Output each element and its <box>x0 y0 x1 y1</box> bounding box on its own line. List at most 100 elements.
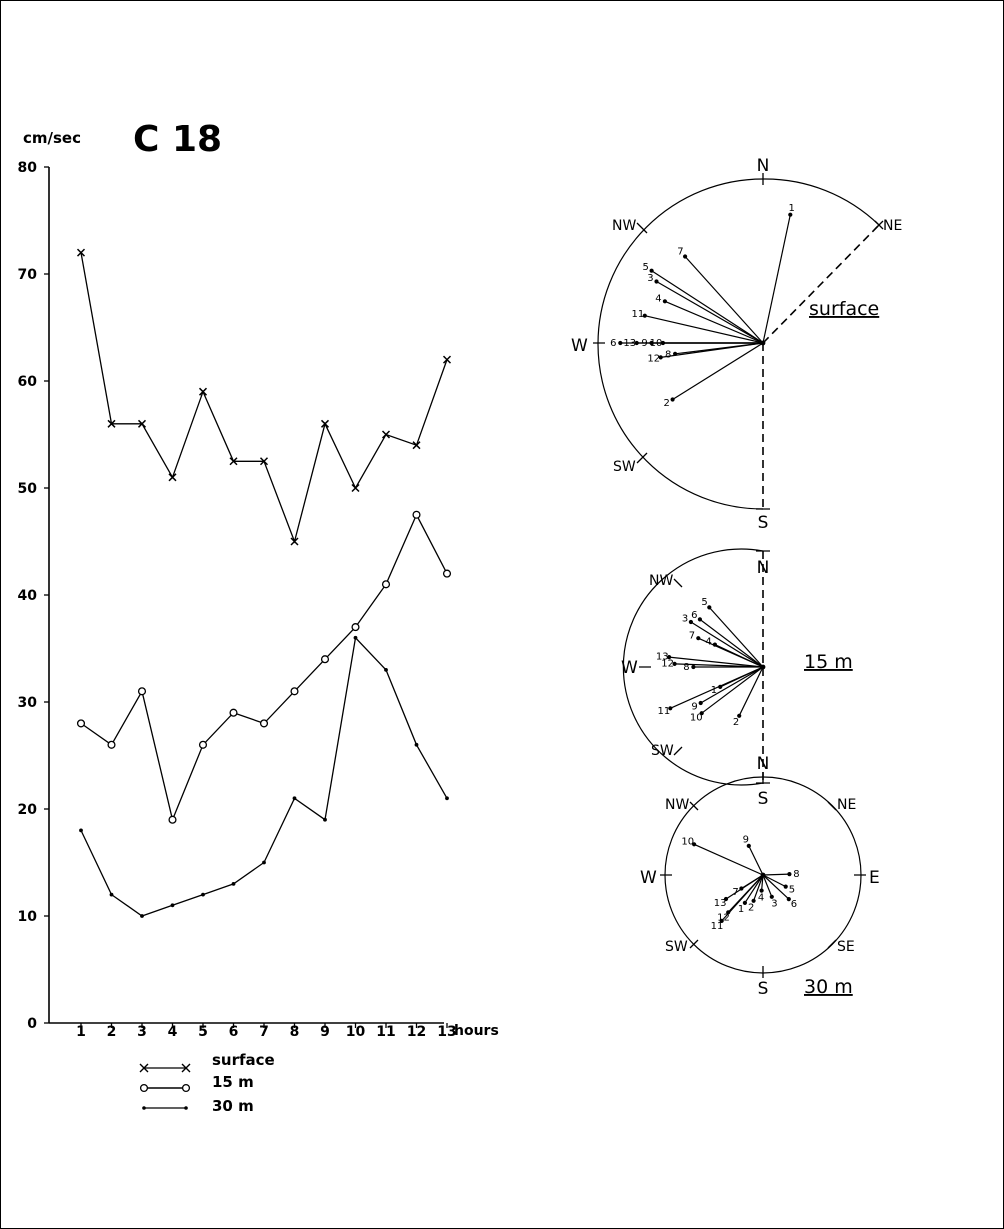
x-tick-label: 12 <box>407 1024 426 1040</box>
y-tick-label: 50 <box>18 481 38 497</box>
label-ne: NE <box>837 797 856 813</box>
vector-label-8: 8 <box>665 350 671 361</box>
data-point-15m <box>168 815 177 824</box>
data-point-surface <box>198 387 208 396</box>
vector-tip-7 <box>683 254 688 259</box>
current-vector-5 <box>708 606 764 668</box>
current-vector-2 <box>753 874 764 902</box>
current-vector-4 <box>761 874 764 891</box>
vector-label-4: 4 <box>655 294 661 305</box>
y-tick-label: 60 <box>18 374 38 390</box>
vector-label-1: 1 <box>711 685 717 696</box>
data-point-30m <box>201 892 205 897</box>
data-point-30m <box>292 796 297 801</box>
data-point-15m <box>412 510 421 519</box>
label-w: W <box>621 658 638 678</box>
data-point-15m <box>351 623 360 632</box>
data-point-surface <box>351 483 360 493</box>
data-point-30m <box>140 914 144 918</box>
vector-label-2: 2 <box>733 717 739 728</box>
vector-label-3: 3 <box>647 273 653 284</box>
current-vector-5 <box>762 874 786 888</box>
x-tick-label: 8 <box>290 1024 300 1040</box>
series-line-surface <box>80 252 448 544</box>
data-point-30m <box>414 742 419 747</box>
vector-label-8: 8 <box>683 662 689 673</box>
label-w: W <box>571 336 588 356</box>
vector-label-7: 7 <box>689 630 695 641</box>
vector-label-12: 12 <box>717 912 730 923</box>
vector-tip-8 <box>787 872 792 877</box>
current-vector-6 <box>762 874 790 900</box>
data-point-15m <box>320 655 330 664</box>
y-tick-label: 70 <box>18 267 38 283</box>
vector-label-11: 11 <box>658 706 671 717</box>
current-vector-2 <box>738 666 764 717</box>
y-tick-label: 30 <box>18 695 38 711</box>
current-vector-12 <box>660 342 764 358</box>
x-axis-label: hours <box>454 1023 499 1039</box>
label-s: S <box>758 513 769 533</box>
vector-label-5: 5 <box>701 597 707 608</box>
label-sw: SW <box>665 939 688 955</box>
vector-label-11: 11 <box>711 921 724 932</box>
current-vector-6 <box>699 618 764 668</box>
vector-tip-3 <box>654 279 659 284</box>
label-sw: SW <box>613 459 636 475</box>
vector-tip-10 <box>692 842 697 847</box>
x-tick-label: 10 <box>346 1024 366 1040</box>
data-point-15m <box>198 740 208 749</box>
vector-tip-5 <box>649 268 654 273</box>
data-point-surface <box>290 537 299 546</box>
current-vector-1 <box>744 874 764 904</box>
vector-tip-2 <box>751 898 756 903</box>
vector-label-6: 6 <box>691 610 697 621</box>
vector-tip-11 <box>642 313 647 318</box>
y-tick-label: 80 <box>18 160 38 176</box>
current-vector-12 <box>674 663 764 668</box>
current-vector-9 <box>700 666 764 704</box>
x-tick-label: 13 <box>437 1024 456 1040</box>
data-point-15m <box>442 569 452 578</box>
x-tick-label: 6 <box>229 1024 239 1040</box>
current-vector-11 <box>670 666 764 709</box>
vector-tip-1 <box>788 212 793 217</box>
legend-label-surface: surface <box>212 1051 275 1069</box>
vector-label-5: 5 <box>643 262 649 273</box>
rose-center-dot <box>760 872 766 878</box>
vector-tip-11 <box>719 918 724 924</box>
vector-tip-12 <box>672 661 677 667</box>
legend-x-marker-icon <box>139 1063 191 1073</box>
y-tick-label: 20 <box>18 802 38 818</box>
data-point-surface <box>320 419 330 428</box>
current-vector-4 <box>664 300 764 344</box>
x-tick-label: 5 <box>198 1024 208 1040</box>
vector-label-9: 9 <box>743 835 749 846</box>
y-tick-label: 40 <box>18 588 38 604</box>
compass-circle-west-half <box>597 178 764 510</box>
vector-tip-3 <box>769 894 774 899</box>
compass-tick-marks <box>593 173 884 510</box>
current-vector-3 <box>762 874 773 898</box>
compass-circle-west-half <box>622 548 764 786</box>
line-plot-area <box>76 248 452 918</box>
y-axis-ticks: 0 10 20 30 40 50 60 70 80 <box>18 160 49 1032</box>
data-point-30m <box>79 828 83 833</box>
vector-tip-9 <box>746 843 751 849</box>
data-point-15m <box>290 687 299 696</box>
legend-dot-marker-icon <box>184 1106 188 1110</box>
label-n: N <box>757 558 770 578</box>
y-axis-unit-label: cm/sec <box>23 129 81 147</box>
vector-label-10: 10 <box>690 712 703 723</box>
data-point-15m <box>107 740 116 749</box>
vector-label-12: 12 <box>661 659 674 670</box>
data-point-surface <box>442 355 452 364</box>
label-n: N <box>757 156 770 176</box>
vector-tip-13 <box>667 655 672 660</box>
data-point-30m <box>262 860 266 865</box>
label-se: SE <box>837 939 855 955</box>
vector-label-13: 13 <box>623 338 636 349</box>
vector-label-2: 2 <box>664 398 670 409</box>
